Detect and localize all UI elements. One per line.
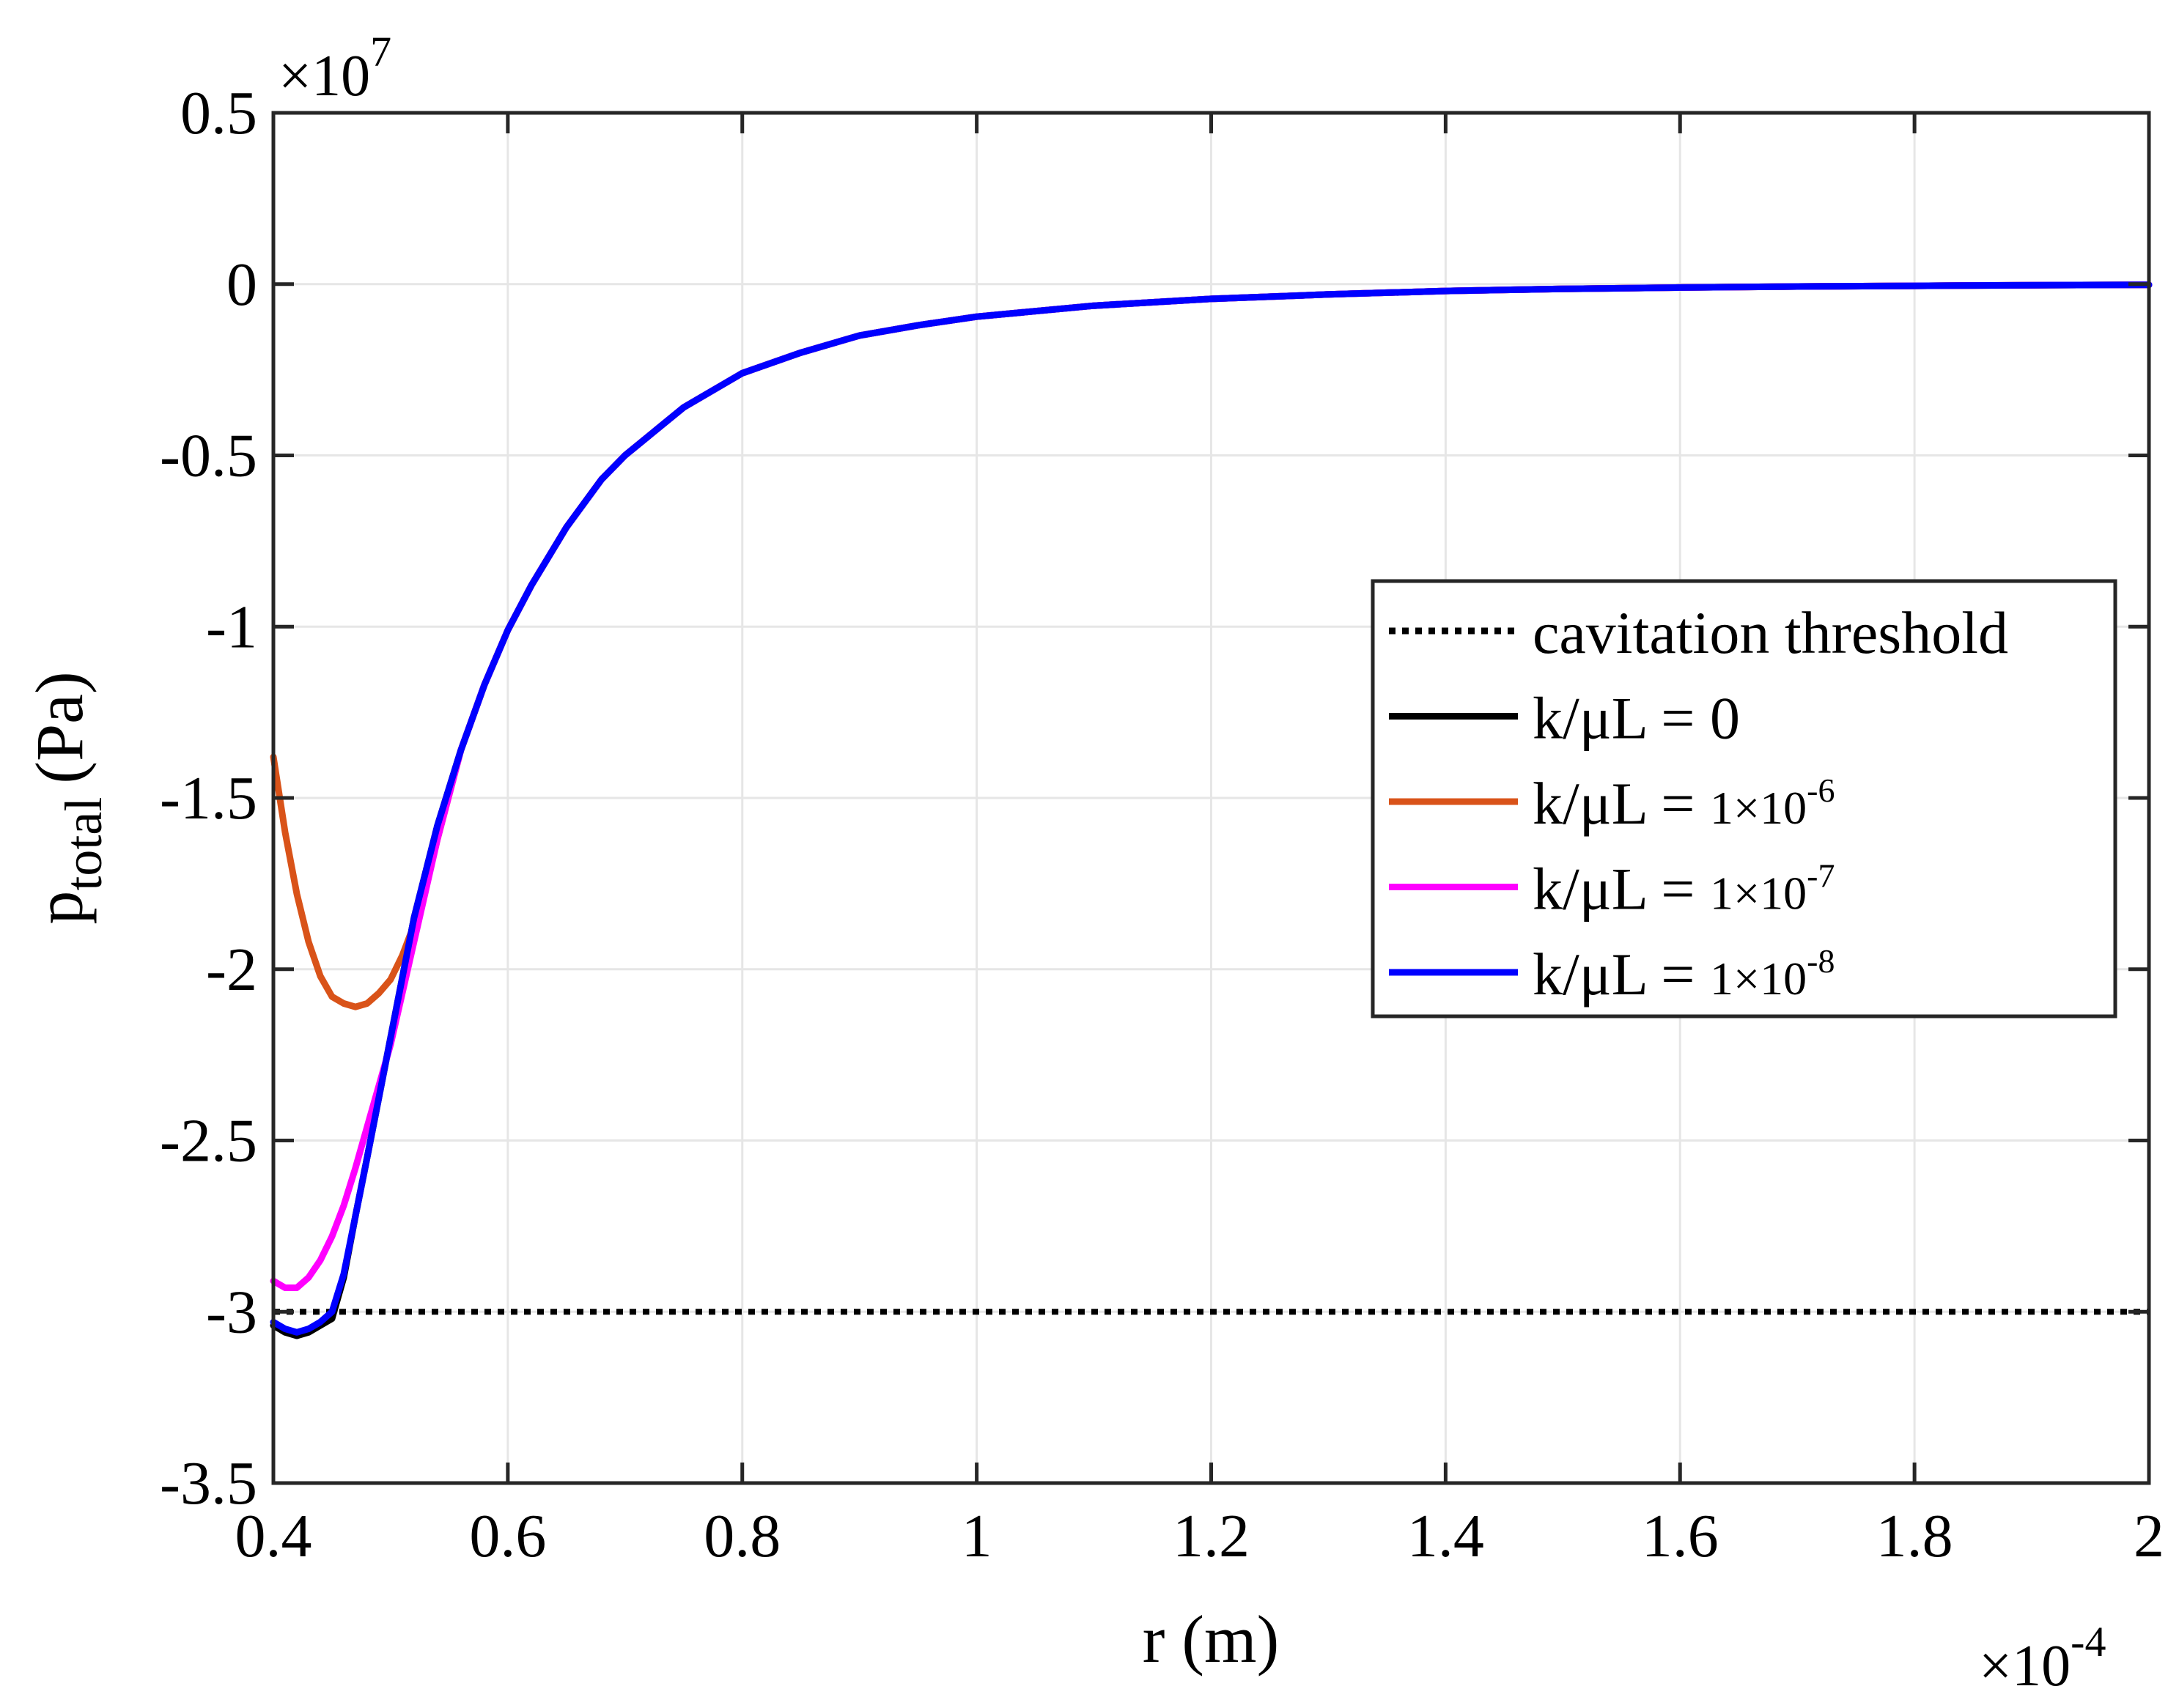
legend-label-0: cavitation threshold [1533, 599, 2008, 666]
x-tick-label: 1.8 [1876, 1502, 1953, 1570]
legend-label-3: k/μL = 1×10-7 [1533, 856, 1835, 923]
x-tick-label: 0.4 [235, 1502, 312, 1570]
y-tick-label: -0.5 [160, 422, 257, 490]
legend-label-suffix: 0 [1710, 685, 1740, 752]
y-label-subscript: total [54, 797, 113, 891]
plot-series [270, 281, 2153, 1339]
y-axis-multiplier: ×107 [279, 28, 391, 108]
legend-label-exponent: -7 [1807, 857, 1835, 895]
x-multiplier-exponent: -4 [2071, 1618, 2106, 1666]
legend-label-4: k/μL = 1×10-8 [1533, 941, 1835, 1008]
legend-label-prefix: k/μL = [1533, 685, 1710, 752]
axis-labels: 0.4 0.6 0.8 1 1.2 1.4 1.6 1.8 2 0.5 0 -0.5 -1 -1.5 -2 -… [22, 28, 2164, 1698]
y-tick-label: -1 [206, 593, 257, 661]
y-tick-label: -3.5 [160, 1449, 257, 1517]
axes [271, 111, 2151, 1485]
y-axis-label: ptotal (Pa) [22, 671, 113, 924]
legend-label-exponent: -8 [1807, 942, 1835, 980]
legend-label-prefix: k/μL = [1533, 770, 1710, 837]
x-tick-label: 1.6 [1642, 1502, 1719, 1570]
legend-label-suffix: 1×10 [1710, 868, 1807, 920]
series-line-4 [270, 281, 2153, 1336]
y-tick-label: -1.5 [160, 764, 257, 832]
y-label-unit: (Pa) [22, 671, 97, 783]
legend-label-suffix: 1×10 [1710, 782, 1807, 834]
y-tick-label: 0.5 [180, 79, 257, 147]
x-tick-label: 2 [2134, 1502, 2164, 1570]
x-tick-label: 0.6 [469, 1502, 546, 1570]
y-tick-label: -3 [206, 1278, 257, 1346]
legend-label-prefix: k/μL = [1533, 856, 1710, 923]
y-tick-label: -2.5 [160, 1107, 257, 1175]
x-multiplier-base: ×10 [1979, 1634, 2071, 1698]
x-axis-label: r (m) [1143, 1602, 1279, 1676]
legend-label-exponent: -6 [1807, 772, 1835, 809]
x-tick-label: 1 [962, 1502, 992, 1570]
legend-label-2: k/μL = 1×10-6 [1533, 770, 1835, 837]
legend-label-prefix: cavitation threshold [1533, 599, 2008, 666]
y-multiplier-exponent: 7 [370, 28, 391, 75]
legend-label-prefix: k/μL = [1533, 941, 1710, 1008]
legend-label-1: k/μL = 0 [1533, 685, 1740, 752]
y-label-symbol: p [22, 891, 97, 925]
x-tick-label: 0.8 [704, 1502, 781, 1570]
x-tick-label: 1.4 [1407, 1502, 1484, 1570]
y-tick-label: 0 [226, 251, 257, 319]
y-tick-label: -2 [206, 936, 257, 1004]
legend-label-suffix: 1×10 [1710, 953, 1807, 1005]
y-multiplier-base: ×10 [279, 44, 370, 108]
x-axis-multiplier: ×10-4 [1979, 1618, 2106, 1698]
x-tick-label: 1.2 [1173, 1502, 1250, 1570]
